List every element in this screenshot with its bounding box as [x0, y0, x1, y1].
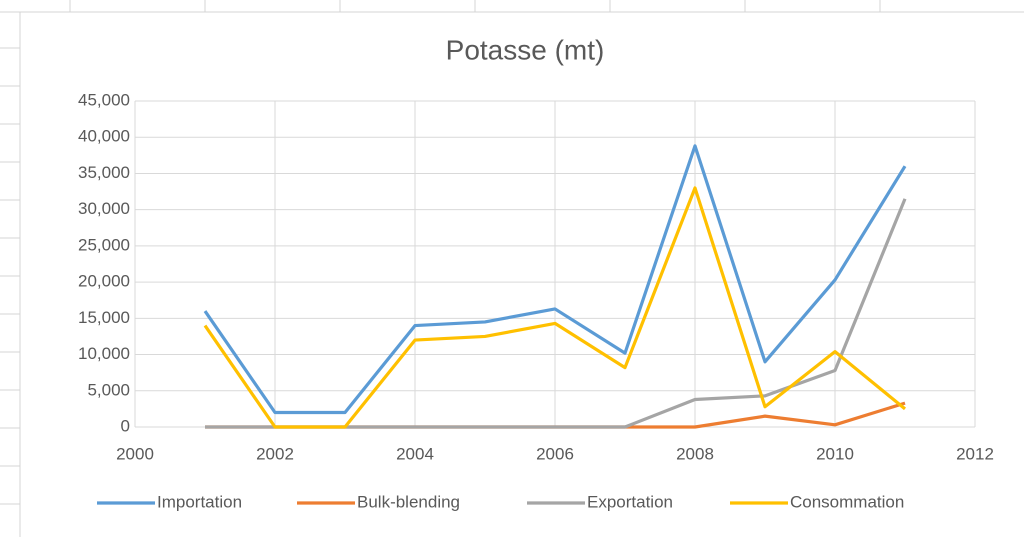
x-tick-label: 2006 — [536, 444, 574, 463]
x-tick-label: 2010 — [816, 444, 854, 463]
x-tick-label: 2002 — [256, 444, 294, 463]
chart-title: Potasse (mt) — [446, 34, 605, 65]
x-tick-label: 2004 — [396, 444, 434, 463]
y-tick-label: 15,000 — [78, 308, 130, 327]
y-tick-label: 5,000 — [87, 380, 130, 399]
y-tick-label: 0 — [121, 416, 130, 435]
series-line — [203, 186, 907, 429]
legend-label: Importation — [157, 492, 242, 511]
y-tick-label: 10,000 — [78, 344, 130, 363]
series-line — [203, 144, 907, 415]
legend-label: Bulk-blending — [357, 492, 460, 511]
x-tick-label: 2008 — [676, 444, 714, 463]
y-tick-label: 20,000 — [78, 272, 130, 291]
x-tick-label: 2012 — [956, 444, 994, 463]
legend-label: Consommation — [790, 492, 904, 511]
y-tick-label: 25,000 — [78, 235, 130, 254]
y-tick-label: 40,000 — [78, 127, 130, 146]
legend-label: Exportation — [587, 492, 673, 511]
x-tick-label: 2000 — [116, 444, 154, 463]
y-tick-label: 35,000 — [78, 163, 130, 182]
y-tick-label: 45,000 — [78, 90, 130, 109]
y-tick-label: 30,000 — [78, 199, 130, 218]
